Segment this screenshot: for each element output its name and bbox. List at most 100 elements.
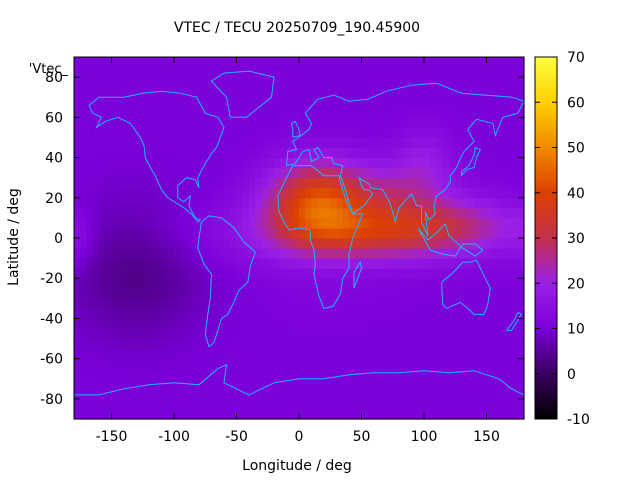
heatmap-cell [267, 127, 275, 139]
heatmap-cell [436, 338, 444, 350]
heatmap-cell [405, 378, 413, 390]
heatmap-cell [299, 187, 306, 199]
heatmap-cell [286, 177, 294, 189]
heatmap-cell [330, 137, 338, 149]
heatmap-cell [242, 268, 250, 279]
heatmap-cell [86, 288, 94, 299]
heatmap-cell [255, 167, 263, 179]
heatmap-cell [461, 378, 469, 390]
heatmap-cell [305, 77, 313, 88]
heatmap-cell [236, 358, 244, 370]
heatmap-cell [386, 248, 394, 259]
heatmap-cell [374, 87, 381, 98]
heatmap-cell [336, 67, 344, 78]
heatmap-cell [455, 167, 463, 179]
heatmap-cell [449, 318, 456, 330]
heatmap-cell [280, 227, 288, 239]
heatmap-cell [386, 57, 394, 68]
heatmap-cell [417, 298, 425, 309]
heatmap-cell [130, 117, 138, 128]
heatmap-cell [336, 238, 344, 249]
heatmap-cell [99, 288, 106, 299]
heatmap-cell [167, 107, 175, 118]
heatmap-cell [411, 318, 419, 330]
heatmap-cell [180, 147, 188, 159]
heatmap-cell [111, 308, 119, 320]
heatmap-cell [161, 207, 169, 219]
heatmap-cell [274, 167, 281, 179]
heatmap-cell [430, 358, 438, 370]
heatmap-cell [261, 137, 269, 149]
heatmap-cell [461, 288, 469, 299]
heatmap-cell [74, 318, 81, 330]
heatmap-cell [386, 328, 394, 340]
heatmap-cell [74, 167, 81, 179]
heatmap-cell [336, 87, 344, 98]
heatmap-cell [199, 258, 206, 269]
heatmap-cell [217, 378, 225, 390]
heatmap-cell [349, 378, 356, 390]
heatmap-cell [392, 187, 400, 199]
heatmap-cell [505, 127, 513, 139]
heatmap-cell [74, 57, 81, 68]
heatmap-cell [442, 67, 450, 78]
heatmap-cell [449, 157, 456, 169]
heatmap-cell [192, 157, 200, 169]
heatmap-cell [342, 147, 350, 159]
heatmap-cell [474, 318, 481, 330]
heatmap-cell [399, 127, 406, 139]
heatmap-cell [342, 217, 350, 229]
heatmap-cell [374, 57, 381, 68]
heatmap-cell [86, 378, 94, 390]
heatmap-cell [411, 398, 419, 410]
heatmap-cell [130, 127, 138, 139]
heatmap-cell [349, 398, 356, 410]
heatmap-cell [174, 57, 181, 68]
heatmap-cell [217, 147, 225, 159]
heatmap-cell [442, 227, 450, 239]
heatmap-cell [392, 167, 400, 179]
heatmap-cell [517, 338, 525, 350]
heatmap-cell [86, 328, 94, 340]
heatmap-cell [424, 127, 431, 139]
heatmap-cell [211, 207, 219, 219]
heatmap-cell [111, 227, 119, 239]
heatmap-cell [161, 137, 169, 149]
heatmap-cell [424, 328, 431, 340]
heatmap-cell [211, 97, 219, 108]
heatmap-cell [292, 207, 300, 219]
heatmap-cell [392, 157, 400, 169]
heatmap-cell [74, 77, 81, 88]
heatmap-cell [242, 358, 250, 370]
heatmap-cell [92, 278, 100, 289]
heatmap-cell [286, 288, 294, 299]
heatmap-cell [324, 288, 331, 299]
heatmap-cell [342, 77, 350, 88]
heatmap-cell [492, 87, 500, 98]
heatmap-cell [374, 207, 381, 219]
heatmap-cell [111, 238, 119, 249]
heatmap-cell [124, 127, 131, 139]
heatmap-cell [199, 207, 206, 219]
heatmap-cell [386, 268, 394, 279]
heatmap-cell [80, 167, 88, 179]
heatmap-cell [386, 338, 394, 350]
heatmap-cell [142, 67, 150, 78]
heatmap-cell [155, 117, 163, 128]
heatmap-cell [480, 77, 488, 88]
heatmap-cell [399, 177, 406, 189]
heatmap-cell [92, 187, 100, 199]
heatmap-cell [380, 167, 388, 179]
heatmap-cell [330, 408, 338, 420]
heatmap-cell [386, 378, 394, 390]
heatmap-cell [355, 97, 363, 108]
heatmap-cell [186, 408, 194, 420]
heatmap-cell [311, 207, 319, 219]
heatmap-cell [280, 77, 288, 88]
heatmap-cell [92, 147, 100, 159]
heatmap-cell [411, 368, 419, 380]
heatmap-cell [186, 308, 194, 320]
heatmap-cell [124, 318, 131, 330]
heatmap-cell [142, 408, 150, 420]
heatmap-cell [411, 238, 419, 249]
